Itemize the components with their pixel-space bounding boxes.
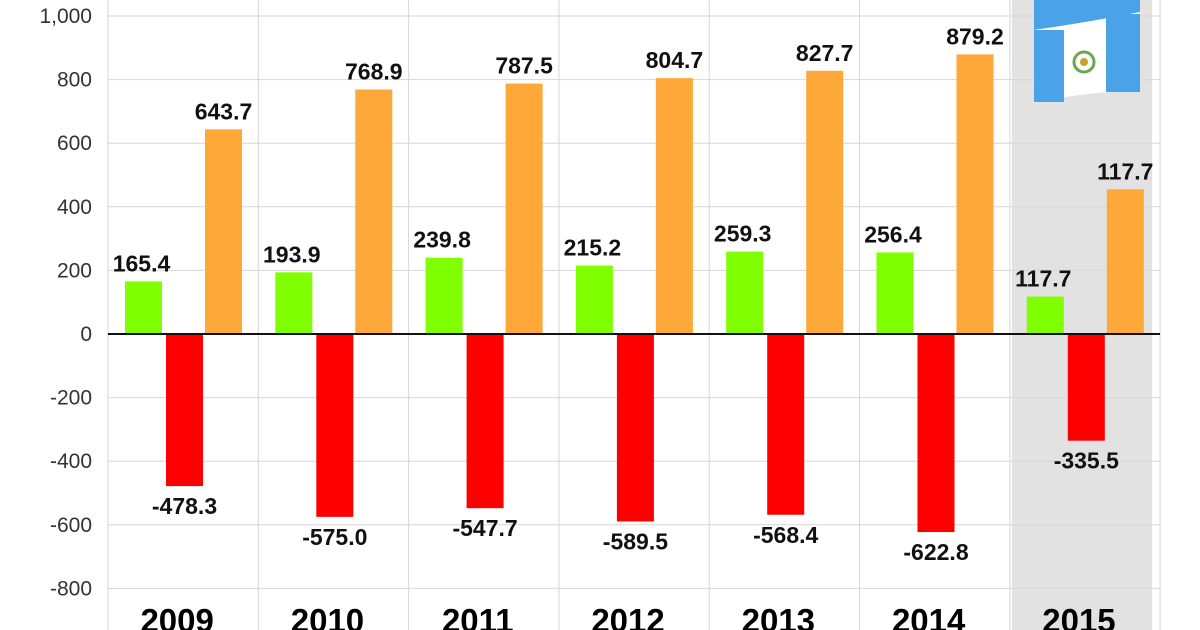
data-label: 259.3 xyxy=(714,221,772,247)
bar xyxy=(1067,334,1105,441)
category-label: 2009 xyxy=(140,602,213,630)
y-tick-label: -600 xyxy=(50,514,92,537)
bar xyxy=(917,334,955,533)
bar xyxy=(726,251,764,334)
bar xyxy=(466,334,504,509)
bar xyxy=(205,129,242,334)
data-label: 256.4 xyxy=(864,221,922,247)
y-tick-label: 1,000 xyxy=(39,5,92,28)
category-label: 2013 xyxy=(742,602,815,630)
y-axis: 1,000 800 600 400 200 0 -200 -400 -600 -800 xyxy=(39,5,92,600)
data-label: -622.8 xyxy=(903,539,968,565)
category-label: 2012 xyxy=(591,602,664,630)
flag-emblem xyxy=(1072,50,1096,74)
grid-lines xyxy=(107,0,1161,630)
data-label: 117.7 xyxy=(1097,158,1153,184)
category-label: 2015 xyxy=(1042,602,1115,630)
data-label: -478.3 xyxy=(152,493,217,519)
bar xyxy=(956,54,994,334)
data-label: -335.5 xyxy=(1054,448,1119,474)
bar xyxy=(166,334,203,487)
bar xyxy=(505,83,543,334)
bar xyxy=(575,265,613,334)
bar xyxy=(616,334,654,522)
y-tick-label: 200 xyxy=(57,259,92,282)
guatemala-flag-icon xyxy=(1034,0,1140,102)
bar xyxy=(655,78,693,334)
bar xyxy=(355,89,393,334)
flag-top-stripe xyxy=(1034,0,1140,30)
y-tick-label: 400 xyxy=(57,196,92,219)
data-label: 804.7 xyxy=(646,47,704,73)
data-label: 768.9 xyxy=(345,58,403,84)
bar xyxy=(1106,189,1144,334)
bar xyxy=(316,334,354,517)
data-label: 879.2 xyxy=(946,23,1004,49)
bar-series xyxy=(125,54,1144,533)
category-label: 2014 xyxy=(892,602,966,630)
y-tick-label: 800 xyxy=(57,69,92,92)
bar xyxy=(275,272,313,334)
bar xyxy=(425,257,463,334)
flag-right-stripe xyxy=(1106,14,1140,92)
y-tick-label: -400 xyxy=(50,450,92,473)
data-label: -547.7 xyxy=(452,515,517,541)
bar xyxy=(1026,296,1064,334)
flag-left-stripe xyxy=(1034,30,1064,102)
flag-emblem-center xyxy=(1080,58,1088,66)
y-tick-label: -800 xyxy=(50,577,92,600)
data-label: 117.7 xyxy=(1015,266,1071,292)
data-label: -589.5 xyxy=(603,528,668,554)
y-tick-label: -200 xyxy=(50,387,92,410)
data-label: 827.7 xyxy=(796,40,854,66)
y-tick-label: 600 xyxy=(57,132,92,155)
bar xyxy=(876,252,914,334)
data-labels: 165.4 -478.3 643.7 193.9 -575.0 768.9 239.8 -54… xyxy=(113,23,1154,565)
bar xyxy=(125,281,162,334)
bar xyxy=(767,334,805,515)
data-label: 643.7 xyxy=(195,98,253,124)
data-label: -575.0 xyxy=(302,524,367,550)
category-label: 2010 xyxy=(291,602,364,630)
y-tick-label: 0 xyxy=(80,323,92,346)
bar xyxy=(806,70,844,335)
data-label: 787.5 xyxy=(495,53,553,79)
data-label: 193.9 xyxy=(263,241,321,267)
category-label: 2011 xyxy=(442,602,514,630)
data-label: 239.8 xyxy=(413,227,471,253)
data-label: 165.4 xyxy=(113,250,171,276)
category-labels: 2009 2010 2011 2012 2013 2014 2015 xyxy=(140,602,1115,630)
data-label: 215.2 xyxy=(564,235,622,261)
data-label: -568.4 xyxy=(753,522,818,548)
